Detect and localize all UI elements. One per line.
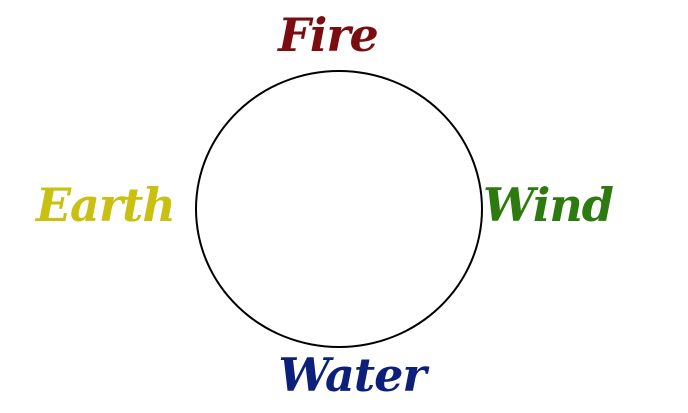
- label-fire: Fire: [278, 8, 379, 62]
- label-water: Water: [278, 348, 426, 402]
- label-wind: Wind: [483, 178, 614, 232]
- label-earth: Earth: [36, 178, 176, 232]
- element-circle: [195, 70, 483, 348]
